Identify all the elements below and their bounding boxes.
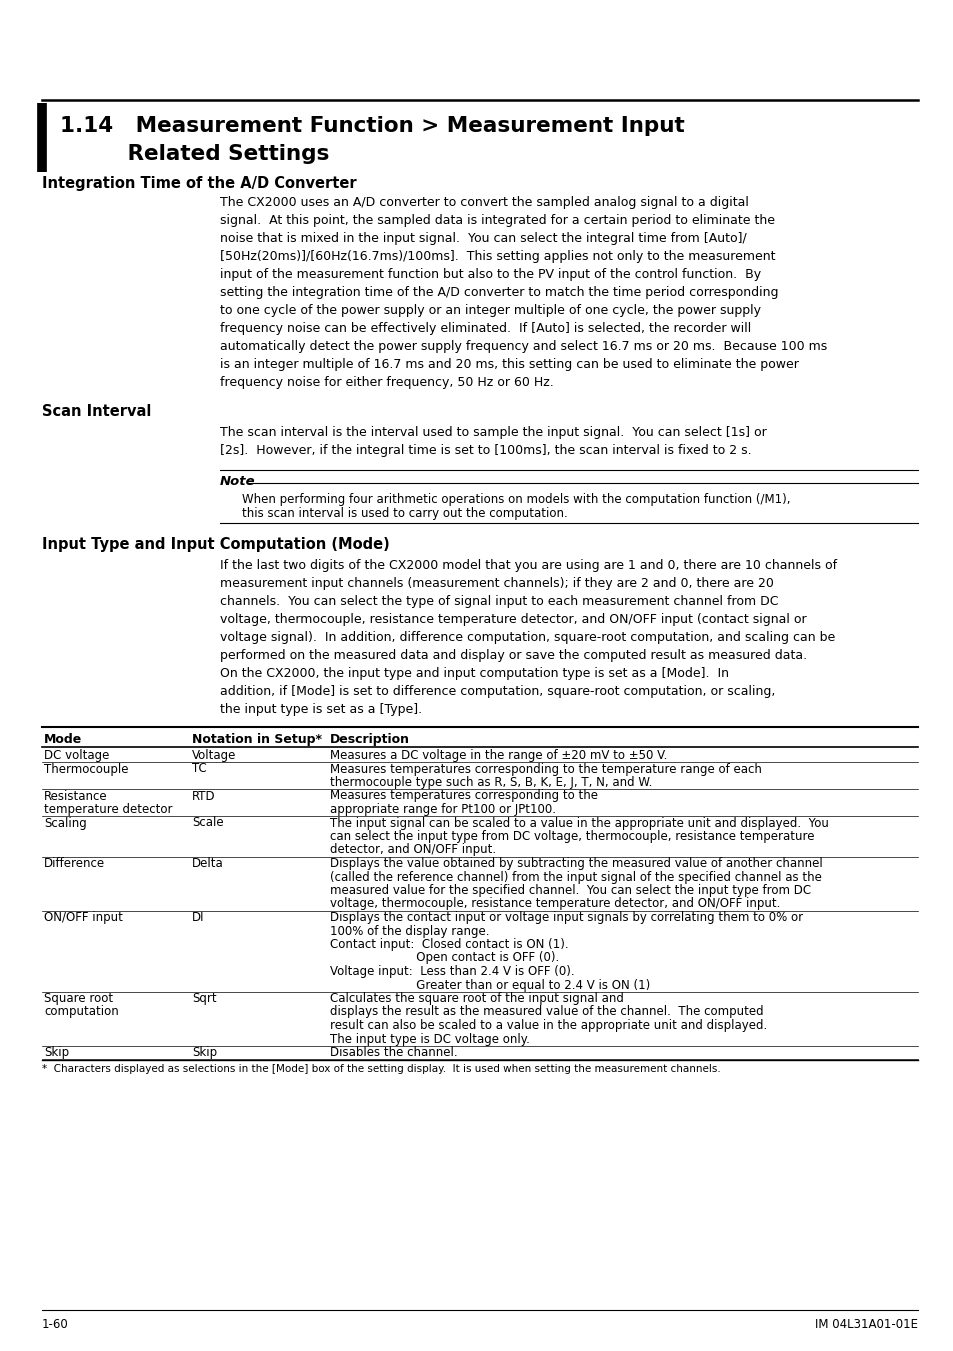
Text: Square root: Square root [44,992,113,1005]
Text: automatically detect the power supply frequency and select 16.7 ms or 20 ms.  Be: automatically detect the power supply fr… [220,340,826,353]
Text: result can also be scaled to a value in the appropriate unit and displayed.: result can also be scaled to a value in … [330,1019,766,1032]
Text: 1.14   Measurement Function > Measurement Input: 1.14 Measurement Function > Measurement … [60,116,684,136]
Text: The scan interval is the interval used to sample the input signal.  You can sele: The scan interval is the interval used t… [220,426,766,439]
Text: measured value for the specified channel.  You can select the input type from DC: measured value for the specified channel… [330,884,810,897]
Text: the input type is set as a [Type].: the input type is set as a [Type]. [220,703,421,716]
Text: noise that is mixed in the input signal.  You can select the integral time from : noise that is mixed in the input signal.… [220,232,746,245]
Text: The input type is DC voltage only.: The input type is DC voltage only. [330,1032,529,1046]
Text: computation: computation [44,1005,118,1019]
Text: The CX2000 uses an A/D converter to convert the sampled analog signal to a digit: The CX2000 uses an A/D converter to conv… [220,196,748,209]
Text: Skip: Skip [44,1046,69,1059]
Text: Displays the contact input or voltage input signals by correlating them to 0% or: Displays the contact input or voltage in… [330,911,802,924]
Text: displays the result as the measured value of the channel.  The computed: displays the result as the measured valu… [330,1005,762,1019]
Text: ON/OFF input: ON/OFF input [44,911,123,924]
Text: frequency noise can be effectively eliminated.  If [Auto] is selected, the recor: frequency noise can be effectively elimi… [220,322,750,335]
Text: can select the input type from DC voltage, thermocouple, resistance temperature: can select the input type from DC voltag… [330,830,814,843]
Text: The input signal can be scaled to a value in the appropriate unit and displayed.: The input signal can be scaled to a valu… [330,816,828,830]
Text: Delta: Delta [192,857,224,870]
Text: If the last two digits of the CX2000 model that you are using are 1 and 0, there: If the last two digits of the CX2000 mod… [220,559,836,571]
Text: temperature detector: temperature detector [44,802,172,816]
Text: [50Hz(20ms)]/[60Hz(16.7ms)/100ms].  This setting applies not only to the measure: [50Hz(20ms)]/[60Hz(16.7ms)/100ms]. This … [220,250,775,263]
Text: TC: TC [192,762,207,775]
Text: Related Settings: Related Settings [60,145,329,163]
Text: DC voltage: DC voltage [44,748,110,762]
Text: voltage, thermocouple, resistance temperature detector, and ON/OFF input (contac: voltage, thermocouple, resistance temper… [220,613,806,626]
Text: *  Characters displayed as selections in the [Mode] box of the setting display. : * Characters displayed as selections in … [42,1065,720,1074]
Text: 100% of the display range.: 100% of the display range. [330,924,489,938]
Text: Voltage: Voltage [192,748,236,762]
Text: Greater than or equal to 2.4 V is ON (1): Greater than or equal to 2.4 V is ON (1) [330,978,650,992]
Text: When performing four arithmetic operations on models with the computation functi: When performing four arithmetic operatio… [242,493,790,507]
Text: Displays the value obtained by subtracting the measured value of another channel: Displays the value obtained by subtracti… [330,857,821,870]
Text: frequency noise for either frequency, 50 Hz or 60 Hz.: frequency noise for either frequency, 50… [220,376,553,389]
Text: setting the integration time of the A/D converter to match the time period corre: setting the integration time of the A/D … [220,286,778,299]
Text: Skip: Skip [192,1046,217,1059]
Text: Description: Description [330,734,410,746]
Text: Measures a DC voltage in the range of ±20 mV to ±50 V.: Measures a DC voltage in the range of ±2… [330,748,667,762]
Text: Resistance: Resistance [44,789,108,802]
Text: Sqrt: Sqrt [192,992,216,1005]
Text: Mode: Mode [44,734,82,746]
Text: appropriate range for Pt100 or JPt100.: appropriate range for Pt100 or JPt100. [330,802,556,816]
Text: Contact input:  Closed contact is ON (1).: Contact input: Closed contact is ON (1). [330,938,568,951]
Text: Difference: Difference [44,857,105,870]
Text: detector, and ON/OFF input.: detector, and ON/OFF input. [330,843,496,857]
Text: Calculates the square root of the input signal and: Calculates the square root of the input … [330,992,623,1005]
Text: thermocouple type such as R, S, B, K, E, J, T, N, and W.: thermocouple type such as R, S, B, K, E,… [330,775,652,789]
Text: Disables the channel.: Disables the channel. [330,1046,457,1059]
Text: Voltage input:  Less than 2.4 V is OFF (0).: Voltage input: Less than 2.4 V is OFF (0… [330,965,574,978]
Text: DI: DI [192,911,204,924]
Text: On the CX2000, the input type and input computation type is set as a [Mode].  In: On the CX2000, the input type and input … [220,667,728,680]
Text: addition, if [Mode] is set to difference computation, square-root computation, o: addition, if [Mode] is set to difference… [220,685,775,698]
Text: IM 04L31A01-01E: IM 04L31A01-01E [814,1319,917,1331]
Text: 1-60: 1-60 [42,1319,69,1331]
Text: to one cycle of the power supply or an integer multiple of one cycle, the power : to one cycle of the power supply or an i… [220,304,760,317]
Text: Thermocouple: Thermocouple [44,762,129,775]
Text: signal.  At this point, the sampled data is integrated for a certain period to e: signal. At this point, the sampled data … [220,213,774,227]
Text: Scale: Scale [192,816,223,830]
Text: Scaling: Scaling [44,816,87,830]
Text: voltage, thermocouple, resistance temperature detector, and ON/OFF input.: voltage, thermocouple, resistance temper… [330,897,780,911]
Text: measurement input channels (measurement channels); if they are 2 and 0, there ar: measurement input channels (measurement … [220,577,773,590]
Text: is an integer multiple of 16.7 ms and 20 ms, this setting can be used to elimina: is an integer multiple of 16.7 ms and 20… [220,358,798,372]
Text: Input Type and Input Computation (Mode): Input Type and Input Computation (Mode) [42,536,390,553]
Text: Scan Interval: Scan Interval [42,404,152,419]
Text: Measures temperatures corresponding to the temperature range of each: Measures temperatures corresponding to t… [330,762,761,775]
Text: performed on the measured data and display or save the computed result as measur: performed on the measured data and displ… [220,648,806,662]
Text: RTD: RTD [192,789,215,802]
Text: [2s].  However, if the integral time is set to [100ms], the scan interval is fix: [2s]. However, if the integral time is s… [220,444,751,457]
Text: voltage signal).  In addition, difference computation, square-root computation, : voltage signal). In addition, difference… [220,631,835,644]
Text: Integration Time of the A/D Converter: Integration Time of the A/D Converter [42,176,356,190]
Text: Notation in Setup*: Notation in Setup* [192,734,322,746]
Text: Note: Note [220,476,255,488]
Text: channels.  You can select the type of signal input to each measurement channel f: channels. You can select the type of sig… [220,594,778,608]
Text: Measures temperatures corresponding to the: Measures temperatures corresponding to t… [330,789,598,802]
Text: Open contact is OFF (0).: Open contact is OFF (0). [330,951,558,965]
Text: (called the reference channel) from the input signal of the specified channel as: (called the reference channel) from the … [330,870,821,884]
Text: input of the measurement function but also to the PV input of the control functi: input of the measurement function but al… [220,267,760,281]
Text: this scan interval is used to carry out the computation.: this scan interval is used to carry out … [242,507,567,520]
